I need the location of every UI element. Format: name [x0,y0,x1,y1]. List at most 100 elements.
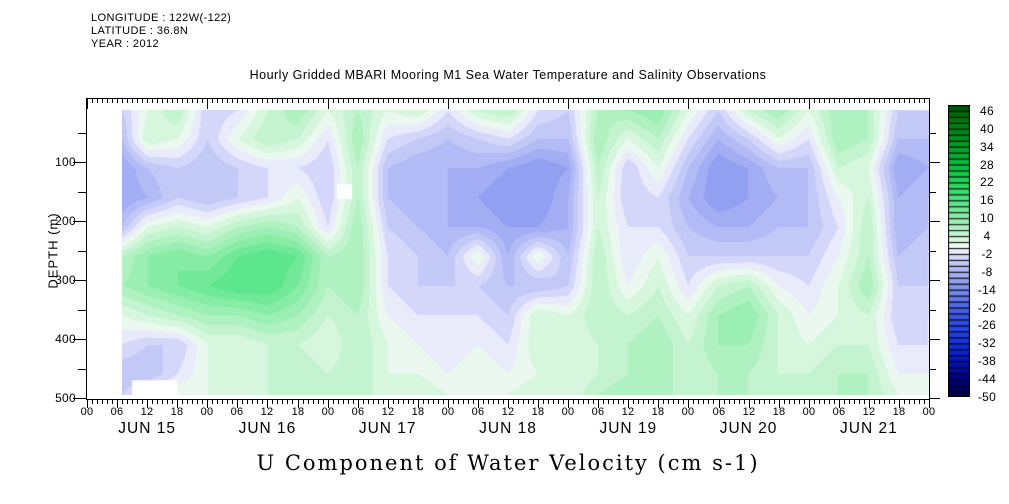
y-axis-right-tick [930,369,936,370]
x-tick-label: 12 [260,406,274,418]
x-axis-top-tick [323,98,324,103]
x-tick-label: 06 [712,406,726,418]
x-axis-tick [558,400,559,404]
x-axis-tick [313,400,314,404]
x-axis-top-tick [448,98,449,109]
colorbar-tick-label: -14 [977,282,997,297]
x-tick-label: 18 [170,406,184,418]
x-axis-top-tick [182,98,183,103]
y-tick-label: 300 [55,273,76,287]
x-axis-top-tick [428,98,429,103]
x-axis-tick [648,400,649,404]
x-axis-tick [353,400,354,404]
x-axis-top-tick [303,98,304,103]
x-axis-top-tick [678,98,679,103]
x-axis-top-tick [523,98,524,103]
y-tick-label: 200 [55,214,76,228]
y-tick-label: 500 [55,391,76,405]
x-axis-top-tick [313,98,314,103]
x-axis-top-tick [734,98,735,103]
x-axis-tick [513,400,514,404]
x-axis-tick [824,400,825,404]
x-axis-tick [483,400,484,404]
x-axis-tick [543,400,544,404]
x-axis-top-tick [282,98,283,103]
x-axis-top-tick [814,98,815,103]
x-axis-tick [262,400,263,404]
x-axis-top-tick [122,98,123,103]
x-axis-tick [453,400,454,404]
x-axis-top-tick [378,98,379,103]
x-axis-tick [117,400,118,408]
colorbar-tick-label: 46 [980,103,994,118]
x-axis-top-tick [353,98,354,103]
x-axis-top-tick [834,98,835,103]
x-axis-tick [127,400,128,404]
x-axis-top-tick [328,98,329,109]
y-axis-right-tick [930,398,940,399]
colorbar-tick-label: -8 [981,264,993,279]
x-axis-top-tick [423,98,424,103]
x-axis-tick [789,400,790,404]
x-axis-top-tick [553,98,554,103]
x-axis-tick [393,400,394,404]
x-axis-top-tick [117,98,118,103]
x-axis-top-tick [819,98,820,103]
x-axis-top-tick [693,98,694,103]
x-axis-top-tick [97,98,98,103]
x-axis-tick [102,400,103,404]
x-axis-top-tick [598,98,599,103]
x-axis-top-tick [844,98,845,103]
x-axis-top-tick [658,98,659,103]
x-axis-top-tick [272,98,273,103]
x-axis-tick [849,400,850,404]
x-axis-top-tick [804,98,805,103]
x-axis-tick [463,400,464,404]
x-axis-tick [774,400,775,404]
x-axis-top-tick [503,98,504,103]
x-axis-top-tick [794,98,795,103]
x-axis-tick [227,400,228,404]
x-axis-top-tick [222,98,223,103]
y-axis-tick [78,251,86,252]
x-axis-top-tick [413,98,414,103]
x-axis-top-tick [673,98,674,103]
y-axis-tick [73,280,86,281]
x-axis-tick [413,400,414,404]
x-axis-tick [899,400,900,408]
x-axis-top-tick [543,98,544,103]
x-axis-tick [759,400,760,404]
x-axis-tick [829,400,830,404]
x-axis-top-tick [708,98,709,103]
y-tick-label: 400 [55,332,76,346]
y-axis-right-tick [930,162,940,163]
x-axis-top-tick [232,98,233,103]
x-axis-tick [764,400,765,404]
x-axis-tick [914,400,915,404]
x-axis-tick [147,400,148,408]
x-axis-top-tick [92,98,93,103]
x-axis-tick [658,400,659,408]
x-axis-top-tick [418,98,419,103]
year-label: YEAR : 2012 [91,38,159,50]
x-axis-top-tick [298,98,299,103]
y-axis-tick [78,310,86,311]
x-axis-tick [673,400,674,404]
x-tick-label: 00 [441,406,455,418]
x-axis-top-tick [252,98,253,103]
colorbar-tick-label: -20 [977,300,997,315]
x-axis-top-tick [593,98,594,103]
x-axis-top-tick [854,98,855,103]
x-axis-top-tick [433,98,434,103]
x-day-label: JUN 17 [358,420,417,437]
x-axis-tick [729,400,730,404]
x-axis-tick [518,400,519,404]
x-axis-tick [799,400,800,404]
x-axis-top-tick [132,98,133,103]
x-axis-tick [363,400,364,404]
x-axis-tick [548,400,549,404]
x-axis-top-tick [528,98,529,103]
colorbar-tick-label: -50 [977,390,997,404]
x-axis-top-tick [152,98,153,103]
x-axis-tick [287,400,288,404]
